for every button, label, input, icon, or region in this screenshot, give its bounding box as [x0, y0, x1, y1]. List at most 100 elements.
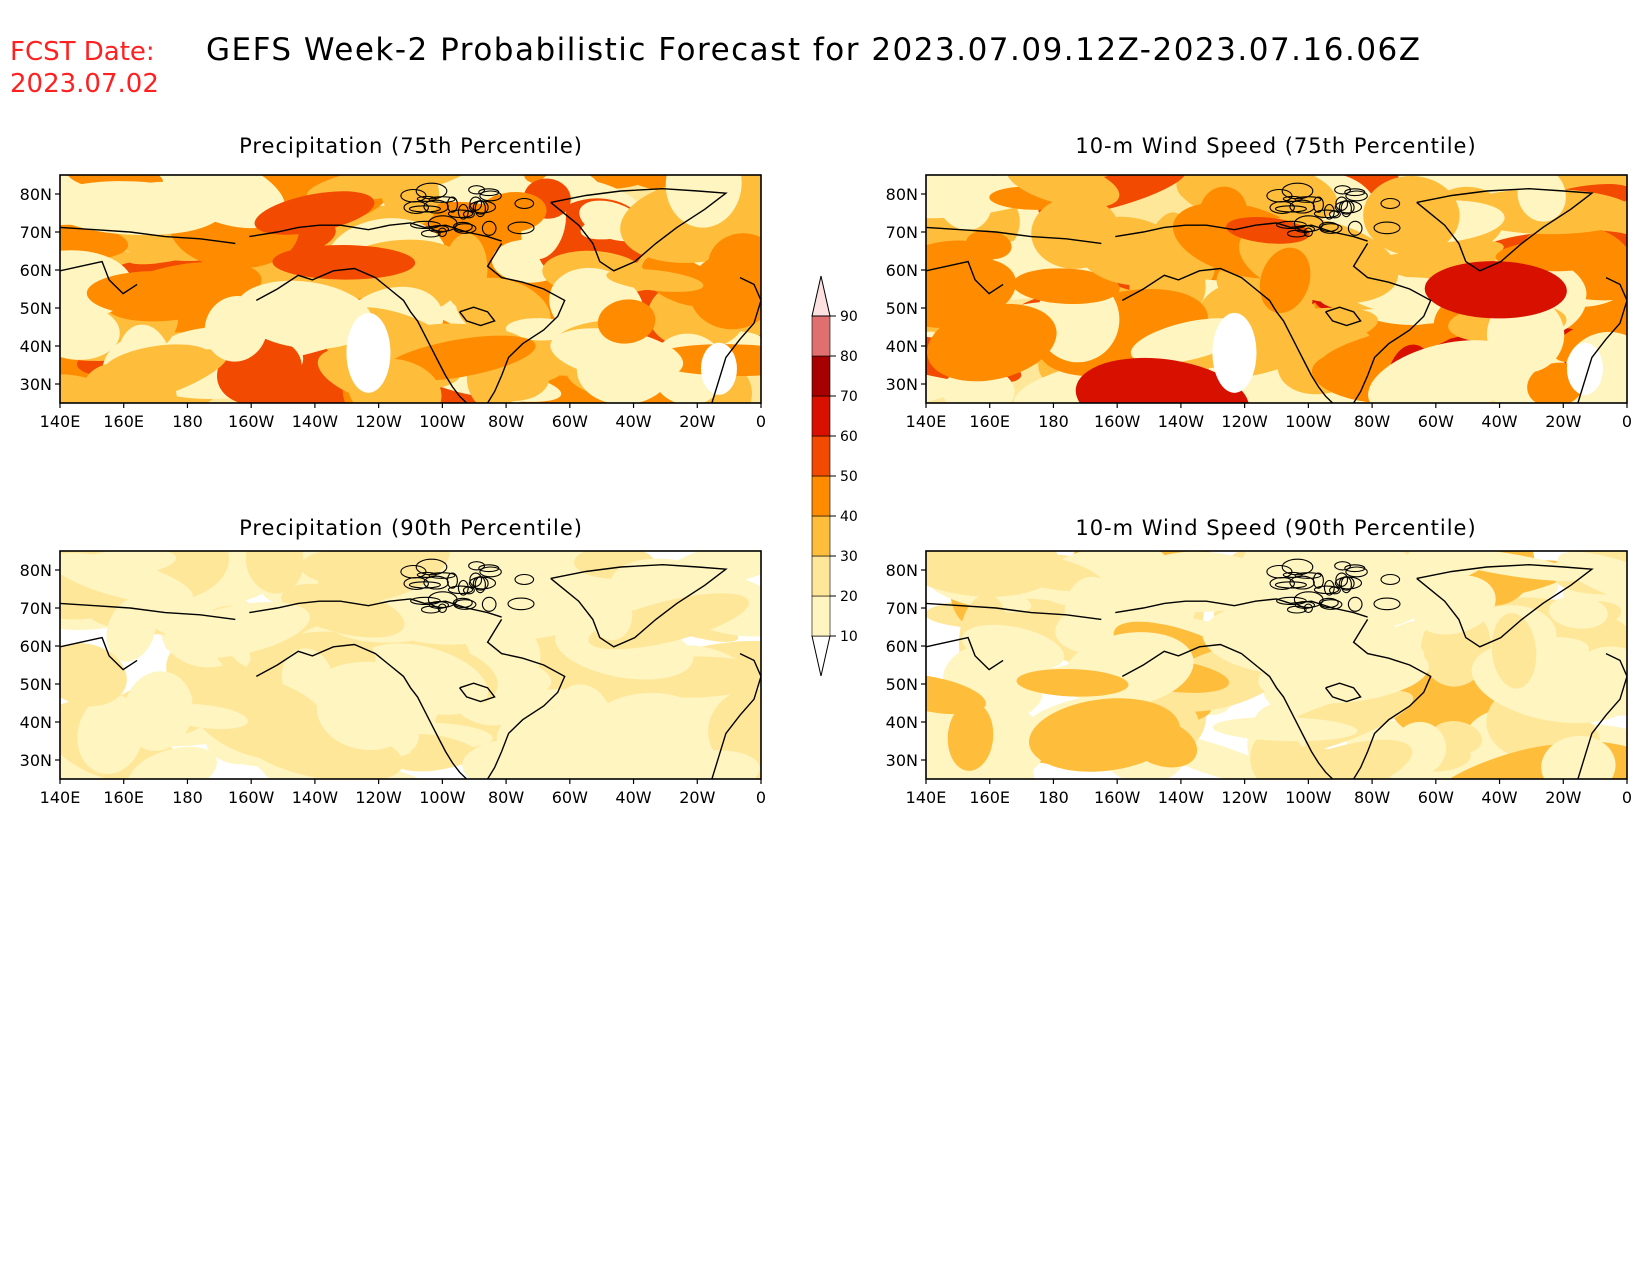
lon-tick-label: 40W [1481, 788, 1517, 807]
panel-title-precip-90: Precipitation (90th Percentile) [239, 516, 583, 540]
lat-tick-label: 70N [886, 223, 918, 242]
lat-tick-label: 80N [886, 561, 918, 580]
panel-title-wind-90: 10-m Wind Speed (90th Percentile) [1075, 516, 1476, 540]
lon-tick-label: 60W [552, 412, 588, 431]
colorbar-label: 30 [840, 549, 858, 565]
lon-tick-label: 20W [1545, 412, 1581, 431]
lon-tick-label: 160E [103, 788, 144, 807]
lon-tick-label: 120W [1221, 788, 1268, 807]
colorbar-label: 80 [840, 349, 858, 365]
lat-tick-label: 60N [20, 637, 52, 656]
figure-title: GEFS Week-2 Probabilistic Forecast for 2… [206, 32, 1422, 68]
lon-tick-label: 100W [419, 788, 466, 807]
lon-tick-label: 40W [1481, 412, 1517, 431]
lon-tick-label: 20W [1545, 788, 1581, 807]
lat-tick-label: 30N [20, 375, 52, 394]
lon-tick-label: 140E [906, 412, 947, 431]
lon-tick-label: 0 [1622, 788, 1632, 807]
lon-tick-label: 180 [1038, 412, 1069, 431]
lon-tick-label: 120W [355, 788, 402, 807]
lat-tick-label: 40N [886, 713, 918, 732]
panel-precip-90: Precipitation (90th Percentile) 140E 160E… [20, 516, 766, 807]
lon-tick-label: 120W [355, 412, 402, 431]
lon-tick-label: 180 [172, 788, 203, 807]
colorbar-label: 60 [840, 429, 858, 445]
lon-tick-label: 160E [969, 412, 1010, 431]
colorbar-label: 50 [840, 469, 858, 485]
colorbar-segment [811, 395, 831, 437]
map-wind-75: 140E 160E 180 160W 140W 120W 100W 80W 60W 40W 20W 0… [886, 174, 1632, 431]
lat-tick-label: 30N [20, 751, 52, 770]
lon-tick-label: 80W [488, 788, 524, 807]
lon-tick-label: 20W [679, 788, 715, 807]
lat-tick-label: 70N [20, 223, 52, 242]
lat-tick-label: 80N [886, 185, 918, 204]
lon-tick-label: 100W [419, 412, 466, 431]
map-precip-90: 140E 160E 180 160W 140W 120W 100W 80W 60W 40W 20W 0… [20, 550, 766, 807]
colorbar-top-triangle [811, 275, 831, 317]
lon-tick-label: 0 [756, 412, 766, 431]
map-frame [925, 550, 1628, 780]
lon-tick-label: 80W [1354, 412, 1390, 431]
lon-tick-label: 180 [172, 412, 203, 431]
lon-tick-label: 40W [615, 788, 651, 807]
colorbar-segment [811, 355, 831, 397]
map-frame [925, 174, 1628, 404]
lon-tick-label: 140E [906, 788, 947, 807]
lat-tick-label: 50N [886, 299, 918, 318]
panel-title-precip-75: Precipitation (75th Percentile) [239, 134, 583, 158]
lat-tick-label: 30N [886, 751, 918, 770]
lat-tick-label: 70N [886, 599, 918, 618]
panel-title-wind-75: 10-m Wind Speed (75th Percentile) [1075, 134, 1476, 158]
lon-tick-label: 20W [679, 412, 715, 431]
lat-tick-label: 60N [886, 261, 918, 280]
lat-tick-label: 50N [20, 299, 52, 318]
panel-wind-90: 10-m Wind Speed (90th Percentile) 140E 16… [886, 516, 1632, 807]
lon-tick-label: 60W [1418, 412, 1454, 431]
lon-tick-label: 140E [40, 788, 81, 807]
lat-tick-label: 70N [20, 599, 52, 618]
colorbar-label: 40 [840, 509, 858, 525]
colorbar-segment [811, 515, 831, 557]
map-frame [59, 174, 762, 404]
colorbar-label: 70 [840, 389, 858, 405]
lon-tick-label: 100W [1285, 788, 1332, 807]
lon-tick-label: 180 [1038, 788, 1069, 807]
lat-tick-label: 30N [886, 375, 918, 394]
colorbar-legend: 10 20 30 40 50 60 70 80 90 [811, 275, 858, 677]
lon-tick-label: 160W [228, 788, 275, 807]
lon-tick-label: 140W [292, 788, 339, 807]
colorbar-label: 90 [840, 309, 858, 325]
lat-tick-label: 40N [20, 713, 52, 732]
lat-tick-label: 50N [886, 675, 918, 694]
lon-tick-label: 120W [1221, 412, 1268, 431]
lon-tick-label: 40W [615, 412, 651, 431]
lon-tick-label: 80W [1354, 788, 1390, 807]
lon-tick-label: 140E [40, 412, 81, 431]
lat-tick-label: 80N [20, 561, 52, 580]
lat-tick-label: 40N [886, 337, 918, 356]
colorbar-segment [811, 475, 831, 517]
lon-tick-label: 140W [1158, 788, 1205, 807]
colorbar-segment [811, 315, 831, 357]
lon-tick-label: 160W [1094, 788, 1141, 807]
map-precip-75: 140E 160E 180 160W 140W 120W 100W 80W 60W 40W 20W 0… [20, 174, 766, 431]
lon-tick-label: 160W [228, 412, 275, 431]
colorbar-segment [811, 435, 831, 477]
lon-tick-label: 160W [1094, 412, 1141, 431]
lon-tick-label: 140W [292, 412, 339, 431]
lon-tick-label: 100W [1285, 412, 1332, 431]
colorbar-segment [811, 595, 831, 637]
lon-tick-label: 60W [1418, 788, 1454, 807]
colorbar-label: 20 [840, 589, 858, 605]
panel-wind-75: 10-m Wind Speed (75th Percentile) 140E 16… [886, 134, 1632, 431]
lon-tick-label: 0 [1622, 412, 1632, 431]
colorbar-segment [811, 555, 831, 597]
panel-precip-75: Precipitation (75th Percentile) 140E 160E… [20, 134, 766, 431]
lat-tick-label: 60N [20, 261, 52, 280]
colorbar-label: 10 [840, 629, 858, 645]
lon-tick-label: 140W [1158, 412, 1205, 431]
colorbar-bottom-triangle [811, 635, 831, 677]
lon-tick-label: 0 [756, 788, 766, 807]
